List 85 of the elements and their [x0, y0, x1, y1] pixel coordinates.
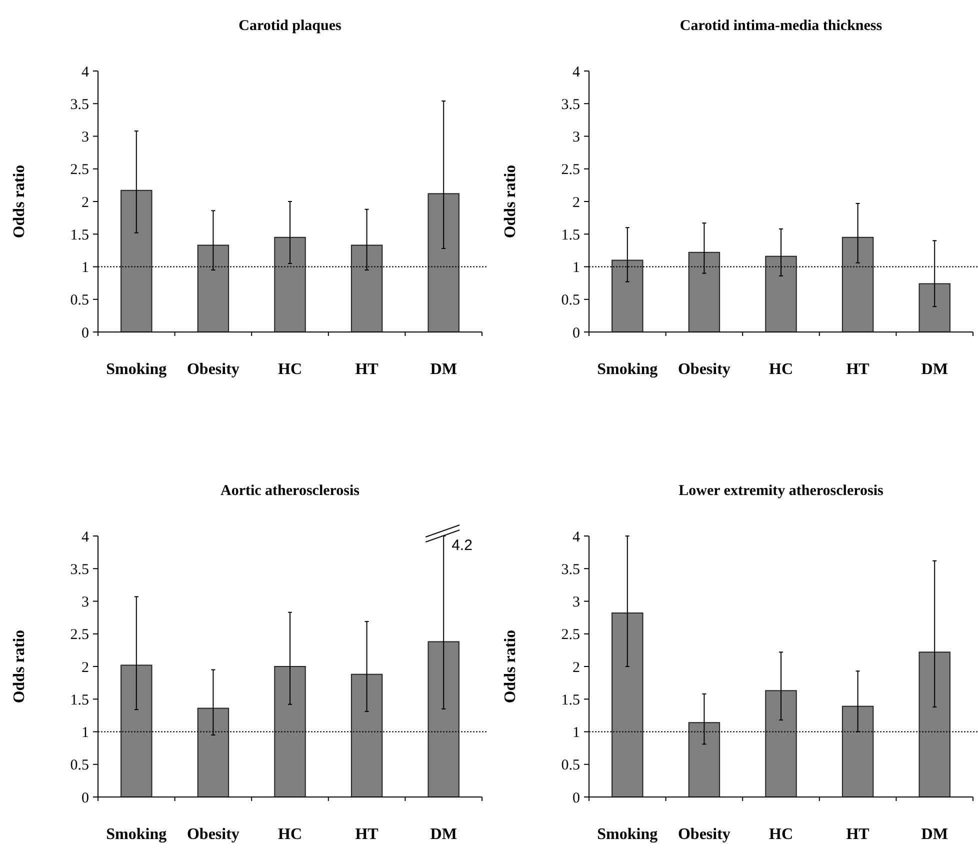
- x-tick-label: HT: [355, 826, 379, 843]
- chart-title: Aortic atherosclerosis: [220, 483, 360, 499]
- bar: [842, 236, 874, 332]
- bar: [918, 652, 950, 798]
- y-tick-label: 1: [572, 260, 580, 276]
- x-tick-label: HT: [846, 826, 870, 843]
- x-tick-label: HC: [278, 361, 302, 378]
- x-tick-label: HC: [769, 826, 793, 843]
- y-tick-label: 4: [82, 529, 90, 546]
- bar: [612, 612, 644, 798]
- bar: [350, 674, 383, 798]
- bar: [765, 256, 797, 332]
- x-tick-label: Smoking: [106, 826, 167, 843]
- x-tick-label: HC: [769, 361, 793, 378]
- x-tick-label: Obesity: [186, 361, 240, 378]
- y-axis-title: Odds ratio: [11, 630, 28, 704]
- bar: [120, 190, 152, 332]
- y-tick-label: 0.5: [70, 758, 89, 774]
- bar: [765, 690, 797, 798]
- y-tick-label: 3.5: [561, 96, 580, 113]
- y-tick-label: 0: [572, 325, 580, 342]
- x-tick-label: DM: [430, 826, 457, 843]
- y-tick-label: 0.5: [70, 292, 89, 309]
- x-tick-label: Smoking: [106, 361, 167, 378]
- bar: [350, 244, 383, 332]
- x-tick-label: DM: [921, 826, 948, 843]
- chart-title: Carotid plaques: [238, 18, 342, 34]
- x-tick-label: Obesity: [678, 361, 730, 378]
- x-tick-label: Obesity: [186, 826, 240, 843]
- bar: [120, 664, 152, 798]
- y-tick-label: 3: [572, 594, 580, 610]
- y-tick-label: 3.5: [70, 562, 89, 578]
- bar: [428, 641, 460, 798]
- annotation: 4.2: [452, 537, 472, 554]
- y-tick-label: 3.5: [561, 562, 580, 578]
- y-tick-label: 4: [82, 64, 90, 80]
- y-tick-label: 1: [572, 725, 580, 741]
- y-tick-label: 2: [572, 660, 580, 676]
- y-tick-label: 1.5: [70, 692, 89, 708]
- bar: [197, 244, 230, 332]
- y-tick-label: 1: [82, 725, 89, 741]
- y-tick-label: 0: [82, 790, 89, 806]
- y-tick-label: 2.5: [561, 627, 580, 644]
- x-tick-label: HT: [846, 361, 870, 378]
- bar: [274, 236, 306, 332]
- y-tick-label: 3: [82, 130, 89, 146]
- y-tick-label: 1: [82, 260, 89, 276]
- y-axis-title: Odds ratio: [502, 164, 519, 238]
- chart-title: Lower extremity atherosclerosis: [678, 483, 884, 499]
- y-tick-label: 0.5: [561, 758, 580, 774]
- y-tick-label: 2.5: [561, 162, 580, 178]
- bar: [918, 283, 950, 332]
- x-tick-label: HT: [355, 361, 379, 378]
- y-tick-label: 2: [82, 660, 89, 676]
- bar: [688, 252, 720, 332]
- y-tick-label: 2: [572, 194, 580, 211]
- x-tick-label: Smoking: [597, 826, 658, 843]
- y-tick-label: 0.5: [561, 292, 580, 309]
- bar: [842, 706, 874, 798]
- bar: [197, 708, 230, 798]
- y-tick-label: 2.5: [70, 627, 89, 644]
- y-tick-label: 2: [82, 194, 89, 211]
- bar: [428, 193, 460, 332]
- x-tick-label: HC: [278, 826, 302, 843]
- chart-title: Carotid intima-media thickness: [680, 18, 882, 34]
- y-axis-title: Odds ratio: [502, 630, 519, 704]
- bar: [688, 722, 720, 798]
- y-tick-label: 1.5: [561, 692, 580, 708]
- y-tick-label: 4: [572, 529, 580, 546]
- x-tick-label: Smoking: [597, 361, 658, 378]
- x-tick-label: DM: [921, 361, 948, 378]
- bar: [274, 666, 306, 798]
- x-tick-label: Obesity: [678, 826, 730, 843]
- y-tick-label: 3.5: [70, 96, 89, 113]
- y-tick-label: 1.5: [70, 227, 89, 244]
- y-tick-label: 0: [572, 790, 580, 806]
- bar: [612, 260, 644, 332]
- y-tick-label: 2.5: [70, 162, 89, 178]
- y-tick-label: 4: [572, 64, 580, 80]
- y-tick-label: 1.5: [561, 227, 580, 244]
- y-tick-label: 3: [82, 594, 89, 610]
- y-tick-label: 0: [82, 325, 89, 342]
- x-tick-label: DM: [430, 361, 457, 378]
- y-tick-label: 3: [572, 130, 580, 146]
- y-axis-title: Odds ratio: [11, 164, 28, 238]
